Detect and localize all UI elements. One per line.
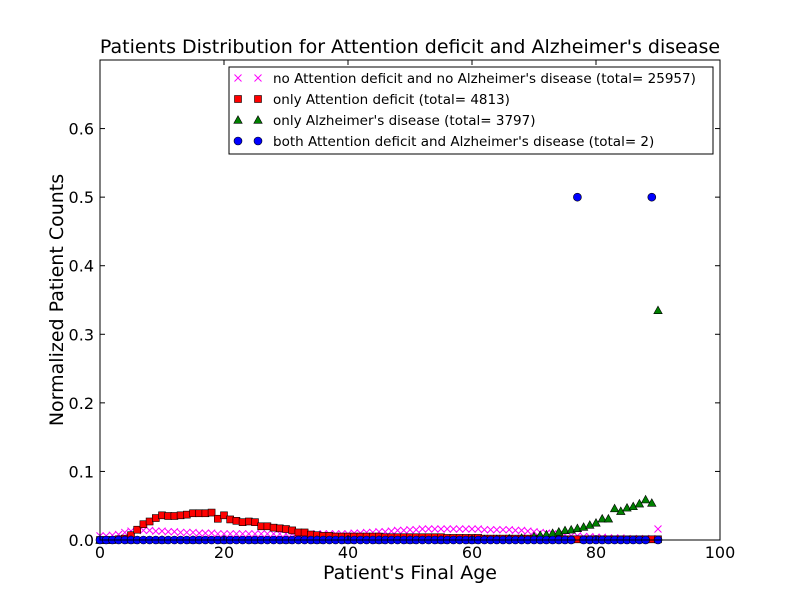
- data-point: [468, 525, 476, 533]
- data-point: [424, 525, 433, 533]
- data-point: [244, 529, 253, 538]
- legend-marker: [233, 115, 243, 124]
- data-point: [399, 526, 408, 535]
- data-point: [151, 527, 160, 535]
- data-point: [195, 529, 204, 537]
- data-point: [560, 525, 570, 535]
- data-point: [164, 527, 173, 536]
- data-point: [634, 498, 645, 508]
- x-tick-label: 80: [586, 543, 606, 562]
- data-point: [145, 526, 154, 535]
- y-tick-label: 0.3: [69, 325, 94, 344]
- data-point: [430, 525, 439, 533]
- data-point: [133, 525, 141, 534]
- data-point: [499, 525, 507, 534]
- legend-marker: [233, 136, 243, 146]
- data-point: [609, 503, 620, 513]
- data-point: [486, 525, 495, 534]
- data-point: [269, 529, 278, 538]
- data-point: [387, 527, 396, 535]
- data-point: [418, 525, 427, 533]
- data-point: [170, 527, 179, 536]
- legend-marker: [253, 115, 263, 124]
- legend: no Attention deficit and no Alzheimer's …: [228, 66, 714, 155]
- data-point: [492, 525, 501, 534]
- y-axis-title: Normalized Patient Counts: [46, 174, 68, 426]
- data-point: [505, 525, 514, 534]
- legend-markers: [233, 74, 263, 146]
- legend-marker: [253, 136, 263, 146]
- legend-marker: [254, 95, 262, 103]
- data-point: [511, 526, 520, 535]
- data-point: [393, 526, 402, 535]
- data-point: [437, 525, 445, 533]
- data-point: [517, 526, 526, 535]
- data-point: [251, 529, 259, 538]
- y-tick-label: 0.2: [69, 394, 94, 413]
- data-point: [257, 529, 266, 538]
- data-point: [251, 518, 259, 526]
- data-point: [406, 525, 414, 534]
- legend-label-both: both Attention deficit and Alzheimer's d…: [273, 134, 654, 150]
- data-point: [647, 498, 657, 507]
- chart-title: Patients Distribution for Attention defi…: [100, 36, 720, 58]
- data-point: [412, 525, 421, 534]
- x-tick-label: 40: [338, 543, 358, 562]
- data-point: [455, 525, 464, 533]
- data-point: [443, 525, 452, 533]
- legend-label-neither: no Attention deficit and no Alzheimer's …: [273, 71, 696, 87]
- x-axis-title: Patient's Final Age: [323, 562, 497, 584]
- data-point: [220, 529, 228, 538]
- data-point: [120, 528, 129, 537]
- y-tick-label: 0.5: [69, 188, 94, 207]
- legend-frame: [228, 66, 714, 155]
- data-point: [474, 525, 483, 533]
- x-tick-label: 0: [95, 543, 105, 562]
- y-tick-label: 0.1: [69, 462, 94, 481]
- data-point: [176, 528, 185, 537]
- data-point: [263, 529, 272, 538]
- axis-ticks: 0 20 40 60 80 100 0.0 0.1 0.2 0.3 0.4 0.5 0.6: [69, 60, 736, 562]
- data-point: [654, 525, 662, 533]
- x-tick-label: 20: [214, 543, 234, 562]
- y-tick-label: 0.0: [69, 531, 94, 550]
- data-point: [573, 192, 582, 202]
- data-point: [232, 529, 241, 538]
- data-point: [461, 525, 470, 533]
- legend-label-attention-deficit: only Attention deficit (total= 4813): [273, 92, 510, 108]
- plot-frame: [99, 59, 721, 541]
- data-point: [158, 527, 166, 535]
- data-point: [220, 511, 228, 520]
- y-tick-label: 0.6: [69, 120, 94, 139]
- data-point: [201, 529, 210, 537]
- data-point: [189, 528, 197, 537]
- data-point: [182, 528, 191, 537]
- data-point: [449, 525, 458, 533]
- legend-label-alzheimers: only Alzheimer's disease (total= 3797): [273, 113, 536, 129]
- data-point: [647, 192, 657, 202]
- data-point: [628, 501, 638, 511]
- legend-marker: [254, 74, 262, 82]
- data-point: [480, 525, 489, 534]
- x-tick-label: 100: [705, 543, 736, 562]
- data-point: [207, 529, 216, 537]
- data-point: [640, 494, 651, 504]
- x-tick-label: 60: [462, 543, 482, 562]
- data-point: [653, 305, 663, 314]
- y-tick-label: 0.4: [69, 257, 94, 276]
- data-point: [238, 529, 247, 538]
- data-point: [603, 513, 614, 523]
- data-point: [591, 518, 601, 527]
- data-point: [213, 529, 222, 538]
- data-point: [207, 508, 216, 517]
- data-point: [139, 526, 148, 535]
- data-point: [523, 527, 532, 535]
- legend-marker: [234, 95, 242, 103]
- data-point: [226, 529, 235, 538]
- data-point: [597, 513, 607, 523]
- legend-marker: [234, 74, 242, 82]
